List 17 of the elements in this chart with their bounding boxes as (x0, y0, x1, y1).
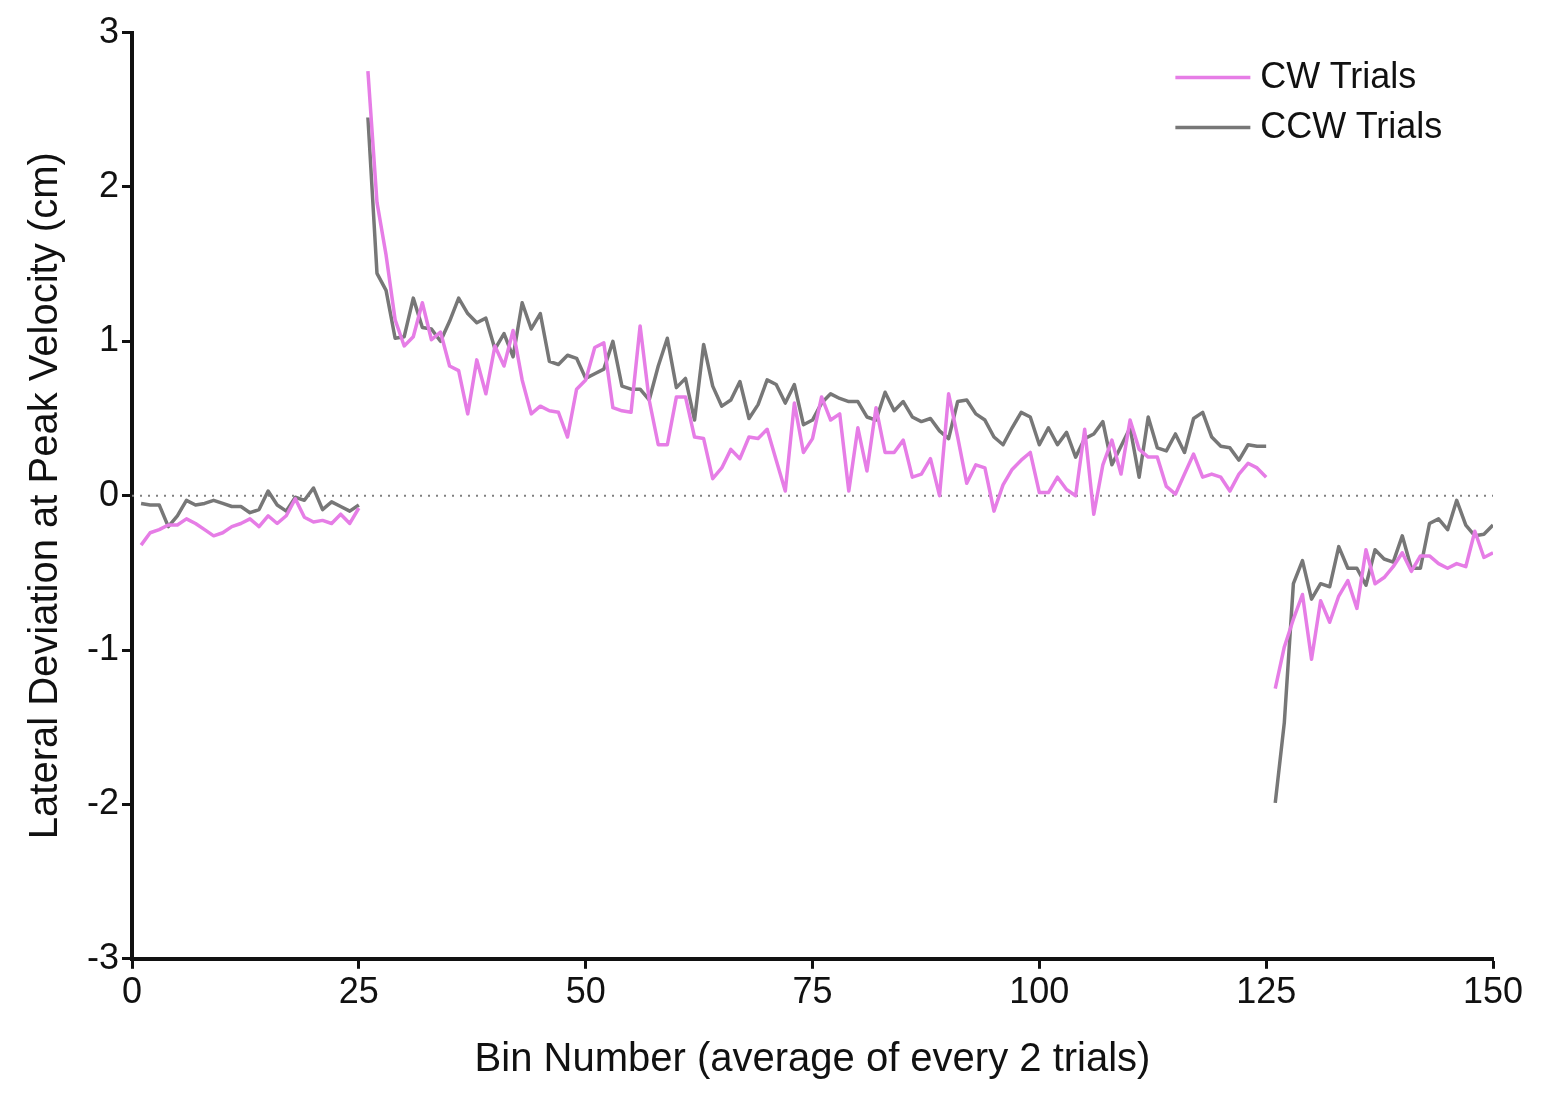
x-tick-label: 150 (1462, 970, 1524, 1012)
y-tick-label: -1 (86, 626, 120, 668)
y-axis-title: Lateral Deviation at Peak Velocity (cm) (21, 152, 66, 840)
x-tick-label: 75 (792, 970, 833, 1012)
y-tick-label: -3 (86, 935, 120, 977)
y-tick-label: 2 (98, 163, 120, 205)
x-tick-label: 100 (1009, 970, 1070, 1012)
x-tick-label: 25 (338, 970, 379, 1012)
x-tick-label: 50 (565, 970, 606, 1012)
y-tick-label: -2 (86, 781, 120, 823)
x-tick-label: 125 (1236, 970, 1297, 1012)
x-axis-title: Bin Number (average of every 2 trials) (474, 1035, 1151, 1080)
legend-label: CW Trials (1260, 54, 1417, 96)
legend-label: CCW Trials (1260, 104, 1443, 146)
y-tick-label: 3 (98, 9, 120, 51)
y-tick-label: 0 (98, 472, 120, 514)
y-tick-label: 1 (98, 318, 120, 360)
